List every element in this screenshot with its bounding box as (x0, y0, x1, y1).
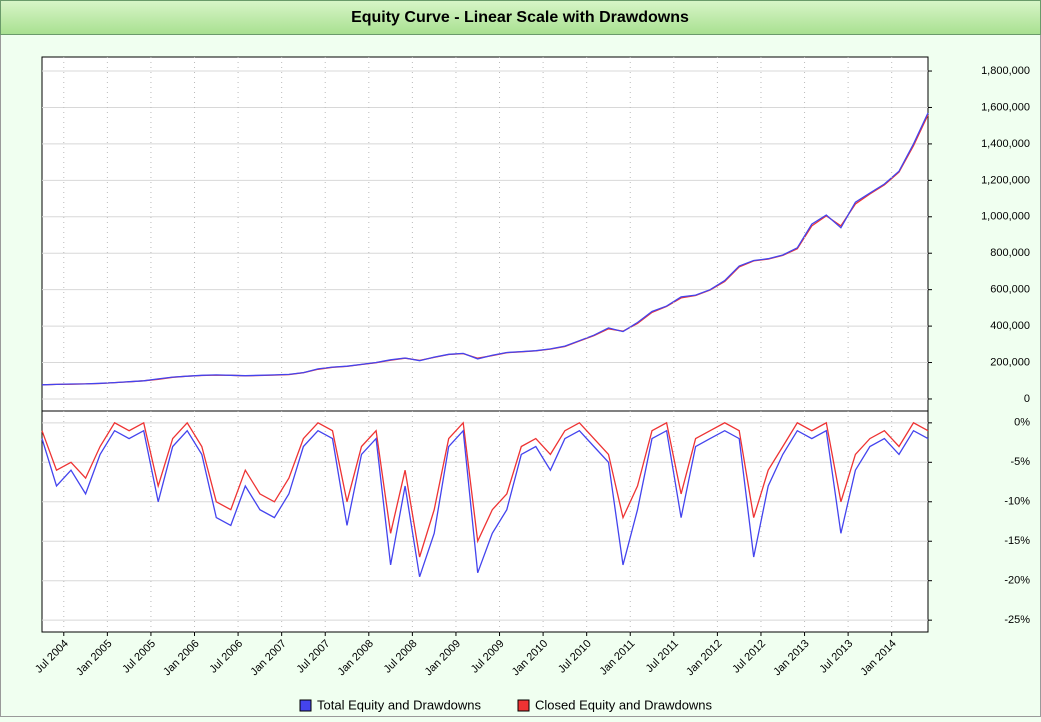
legend-label: Closed Equity and Drawdowns (535, 697, 713, 712)
y-tick-label: 0 (1024, 393, 1030, 405)
equity-plot (41, 56, 929, 412)
series-line (41, 112, 929, 386)
y-tick-label: 1,400,000 (981, 138, 1030, 150)
series-line (41, 429, 929, 578)
y-tick-label: 600,000 (990, 284, 1030, 296)
y-tick-label: 800,000 (990, 247, 1030, 259)
drawdown-plot (41, 410, 929, 633)
y-tick-label: -25% (1004, 614, 1030, 626)
chart-title: Equity Curve - Linear Scale with Drawdow… (351, 9, 689, 26)
y-tick-label: 400,000 (990, 320, 1030, 332)
y-tick-label: -20% (1004, 575, 1030, 587)
y-tick-label: -10% (1004, 496, 1030, 508)
y-tick-label: 0% (1014, 417, 1030, 429)
series-line (41, 421, 929, 558)
y-tick-label: 1,200,000 (981, 174, 1030, 186)
legend-swatch (517, 699, 530, 712)
legend-label: Total Equity and Drawdowns (317, 697, 482, 712)
title-bar (0, 0, 1041, 35)
y-tick-label: 1,000,000 (981, 211, 1030, 223)
legend-swatch (299, 699, 312, 712)
y-tick-label: 1,600,000 (981, 101, 1030, 113)
y-tick-label: -15% (1004, 535, 1030, 547)
y-tick-label: -5% (1010, 456, 1030, 468)
y-tick-label: 200,000 (990, 356, 1030, 368)
y-tick-label: 1,800,000 (981, 65, 1030, 77)
